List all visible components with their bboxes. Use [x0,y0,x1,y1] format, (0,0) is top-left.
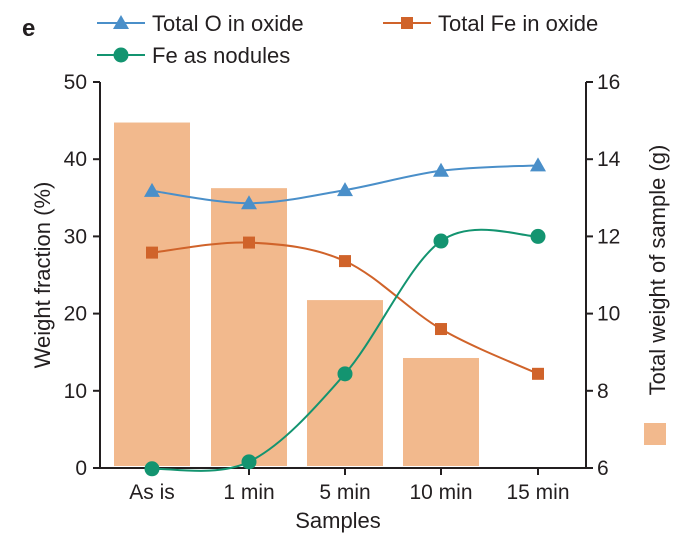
y-left-tick-label: 30 [64,225,87,248]
bar-1 [211,188,287,466]
x-tick-label: 1 min [223,481,274,504]
legend-marker-0 [113,15,129,29]
legend-label-2: Fe as nodules [152,43,290,68]
markers [144,157,546,477]
y-right-tick-label: 8 [597,380,609,403]
bar-3 [403,357,479,466]
series-0-point-0 [144,182,160,197]
legend: Total O in oxide Total Fe in oxide Fe as n… [97,11,598,68]
series-2-point-3 [433,233,449,249]
legend-marker-2 [113,47,129,63]
legend-label-1: Total Fe in oxide [438,11,598,36]
x-axis-title: Samples [295,508,381,533]
series-1-point-4 [532,367,544,380]
y-right-tick-label: 14 [597,148,621,171]
series-1-point-0 [146,246,158,259]
x-tick-label: As is [129,481,175,504]
series-0-point-4 [530,157,546,172]
series-1-point-2 [339,255,351,268]
series-0-point-1 [241,195,257,210]
y-right-tick-label: 10 [597,303,620,326]
legend-marker-1 [401,17,413,29]
series-0-point-3 [433,162,449,177]
legend-label-0: Total O in oxide [152,11,304,36]
x-tick-label: 5 min [319,481,370,504]
y-left-tick-label: 40 [64,148,87,171]
y-axis-right-title: Total weight of sample (g) [645,145,670,396]
series-1-point-1 [243,236,255,249]
series-2-point-2 [337,366,353,382]
x-tick-label: 10 min [409,481,472,504]
panel-label: e [22,15,35,42]
bar-2 [307,300,383,466]
y-left-tick-label: 20 [64,303,87,326]
y-left-tick-label: 0 [75,457,87,480]
series-2-point-0 [144,461,160,477]
y-right-tick-label: 16 [597,71,620,94]
y-right-tick-label: 12 [597,225,620,248]
bar-legend-swatch [644,423,666,445]
bar-0 [114,122,190,466]
series-2-point-4 [530,228,546,244]
series-2-point-1 [241,454,257,470]
series-1-point-3 [435,323,447,336]
x-tick-label: 15 min [506,481,569,504]
y-left-tick-label: 10 [64,380,87,403]
bars [114,122,479,466]
y-right-tick-label: 6 [597,457,609,480]
series-0-point-2 [337,182,353,197]
axes: 0 10 20 30 40 50 6 8 10 12 14 16 As is 1 min 5 min 10 m… [64,71,621,504]
y-left-tick-label: 50 [64,71,87,94]
y-axis-left-title: Weight fraction (%) [30,182,55,369]
